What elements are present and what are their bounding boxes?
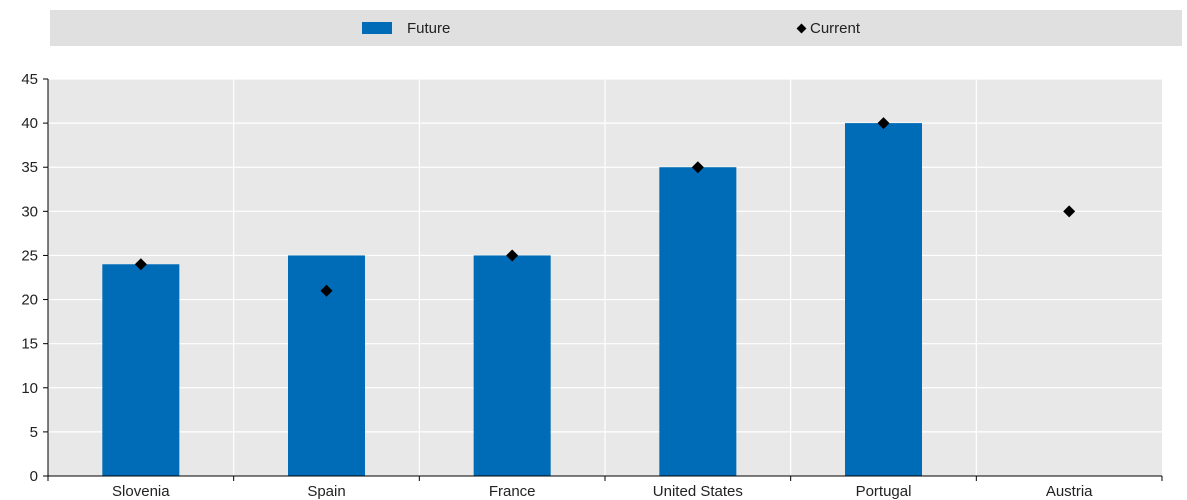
marker-current-slovenia [134,258,147,271]
axes [43,78,1163,481]
legend-swatch-future [362,22,392,34]
marker-current-france [506,249,519,262]
y-tick-label: 25 [21,247,38,264]
x-tick-label: Spain [307,483,345,500]
y-tick-label: 45 [21,71,38,88]
markers-current [134,117,1076,297]
y-tick-label: 30 [21,203,38,220]
bar-future-portugal [845,123,922,476]
marker-current-austria [1063,205,1076,218]
y-tick-label: 40 [21,115,38,132]
x-tick-label: France [489,483,536,500]
x-tick-label: Slovenia [112,483,170,500]
x-tick-label: United States [653,483,743,500]
y-tick-label: 0 [30,468,38,485]
x-tick-label: Austria [1046,483,1093,500]
legend-item-future: Future [362,10,450,46]
y-tick-label: 35 [21,159,38,176]
y-tick-label: 5 [30,424,38,441]
legend-label-future: Future [407,19,451,37]
y-tick-label: 20 [21,292,38,309]
legend-label-current: Current [810,19,861,37]
bars-future [102,123,922,476]
y-tick-label: 15 [21,336,38,353]
chart-legend: Future Current [50,10,1182,46]
bar-future-france [473,255,551,476]
legend-item-current: Current [796,10,861,46]
bar-future-united-states [659,167,737,476]
x-tick-label: Portugal [856,483,912,500]
y-tick-label: 10 [21,380,38,397]
bar-future-slovenia [102,264,180,476]
marker-current-portugal [877,117,890,130]
marker-current-united-states [691,161,704,174]
tick-labels: 0 5 10 15 20 25 30 35 40 45 Slovenia Spain France Uni… [21,71,1093,500]
marker-current-spain [320,284,333,297]
gridlines [48,78,1162,476]
